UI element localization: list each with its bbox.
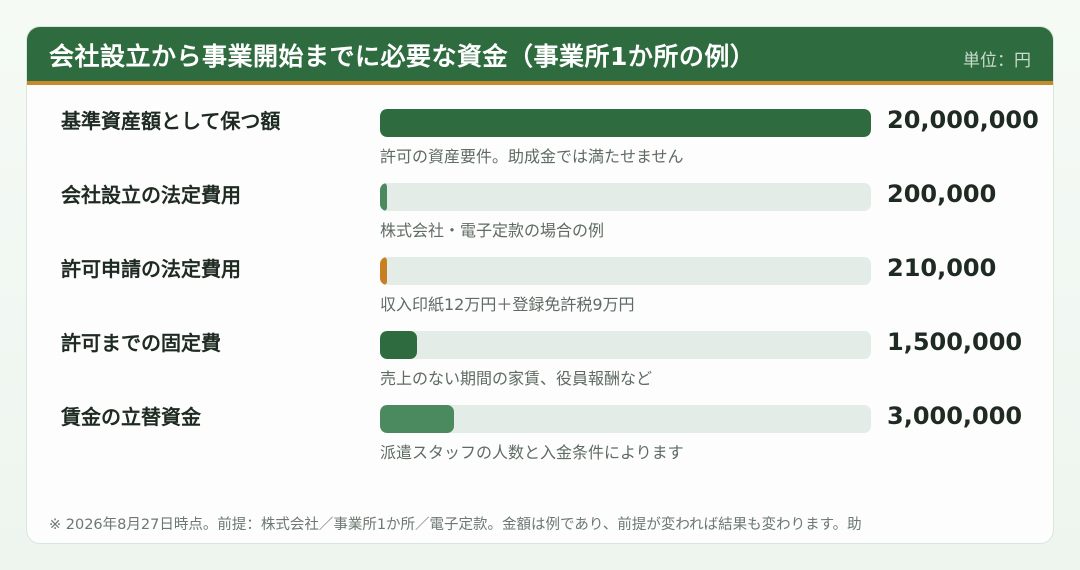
category-label: 許可までの固定費 [61, 331, 221, 355]
value-label: 1,500,000 [887, 328, 1023, 356]
chart-header: 会社設立から事業開始までに必要な資金（事業所1か所の例） 単位：円 [27, 27, 1053, 85]
bar-note: 派遣スタッフの人数と入金条件によります [380, 443, 684, 462]
bar-row: 会社設立の法定費用 200,000 株式会社・電子定款の場合の例 [27, 180, 1053, 257]
bar [380, 109, 871, 137]
bar-track [380, 331, 871, 359]
bar-row: 許可申請の法定費用 210,000 収入印紙12万円＋登録免許税9万円 [27, 254, 1053, 331]
category-label: 賃金の立替資金 [61, 405, 201, 429]
bar-row: 賃金の立替資金 3,000,000 派遣スタッフの人数と入金条件によります [27, 402, 1053, 479]
chart-title: 会社設立から事業開始までに必要な資金（事業所1か所の例） [49, 42, 756, 71]
footnote: ※ 2026年8月27日時点。前提：株式会社／事業所1か所／電子定款。金額は例で… [49, 517, 862, 533]
bar-note: 許可の資産要件。助成金では満たせません [380, 147, 684, 166]
value-label: 20,000,000 [887, 106, 1039, 134]
bar-note: 収入印紙12万円＋登録免許税9万円 [380, 295, 635, 314]
bar-track [380, 257, 871, 285]
value-label: 200,000 [887, 180, 997, 208]
value-label: 210,000 [887, 254, 997, 282]
bar [380, 257, 387, 285]
bar-track [380, 183, 871, 211]
value-label: 3,000,000 [887, 402, 1023, 430]
bar-row: 許可までの固定費 1,500,000 売上のない期間の家賃、役員報酬など [27, 328, 1053, 405]
bar-track [380, 109, 871, 137]
category-label: 基準資産額として保つ額 [61, 109, 281, 133]
bar [380, 331, 417, 359]
bar-row: 基準資産額として保つ額 20,000,000 許可の資産要件。助成金では満たせません [27, 106, 1053, 183]
chart-card: 会社設立から事業開始までに必要な資金（事業所1か所の例） 単位：円 基準資産額と… [26, 26, 1054, 544]
bar [380, 405, 454, 433]
category-label: 許可申請の法定費用 [61, 257, 241, 281]
bar-note: 株式会社・電子定款の場合の例 [380, 221, 605, 240]
bar-track [380, 405, 871, 433]
bar-note: 売上のない期間の家賃、役員報酬など [380, 369, 653, 388]
bar [380, 183, 387, 211]
category-label: 会社設立の法定費用 [61, 183, 241, 207]
unit-label: 単位：円 [963, 51, 1031, 71]
